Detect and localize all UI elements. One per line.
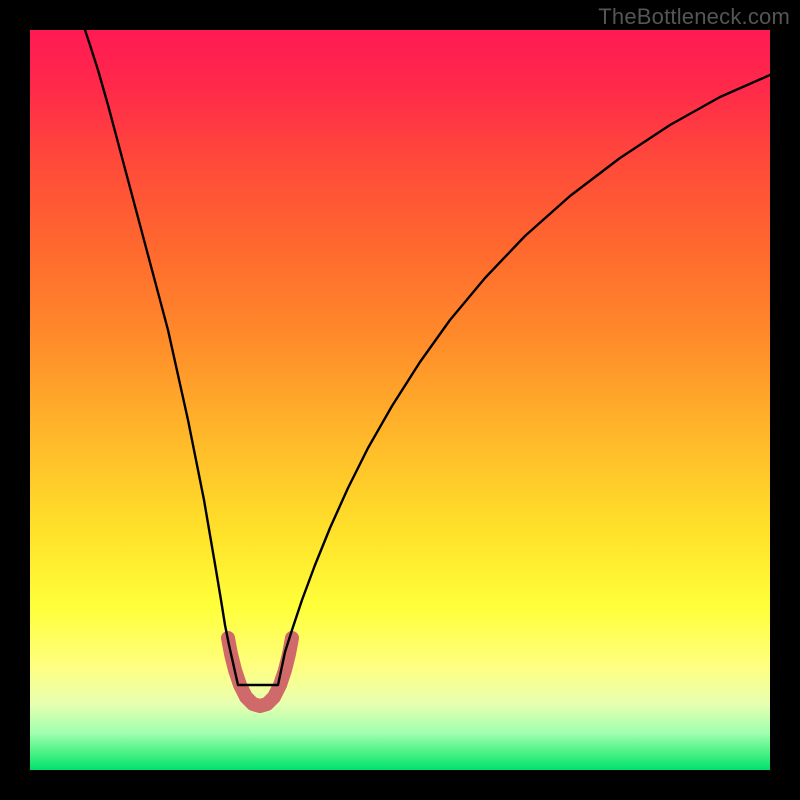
watermark-text: TheBottleneck.com [598, 4, 790, 30]
curve-main [85, 30, 770, 685]
curve-highlight [228, 638, 292, 706]
chart-plot-area [30, 30, 770, 770]
chart-curves [30, 30, 770, 770]
